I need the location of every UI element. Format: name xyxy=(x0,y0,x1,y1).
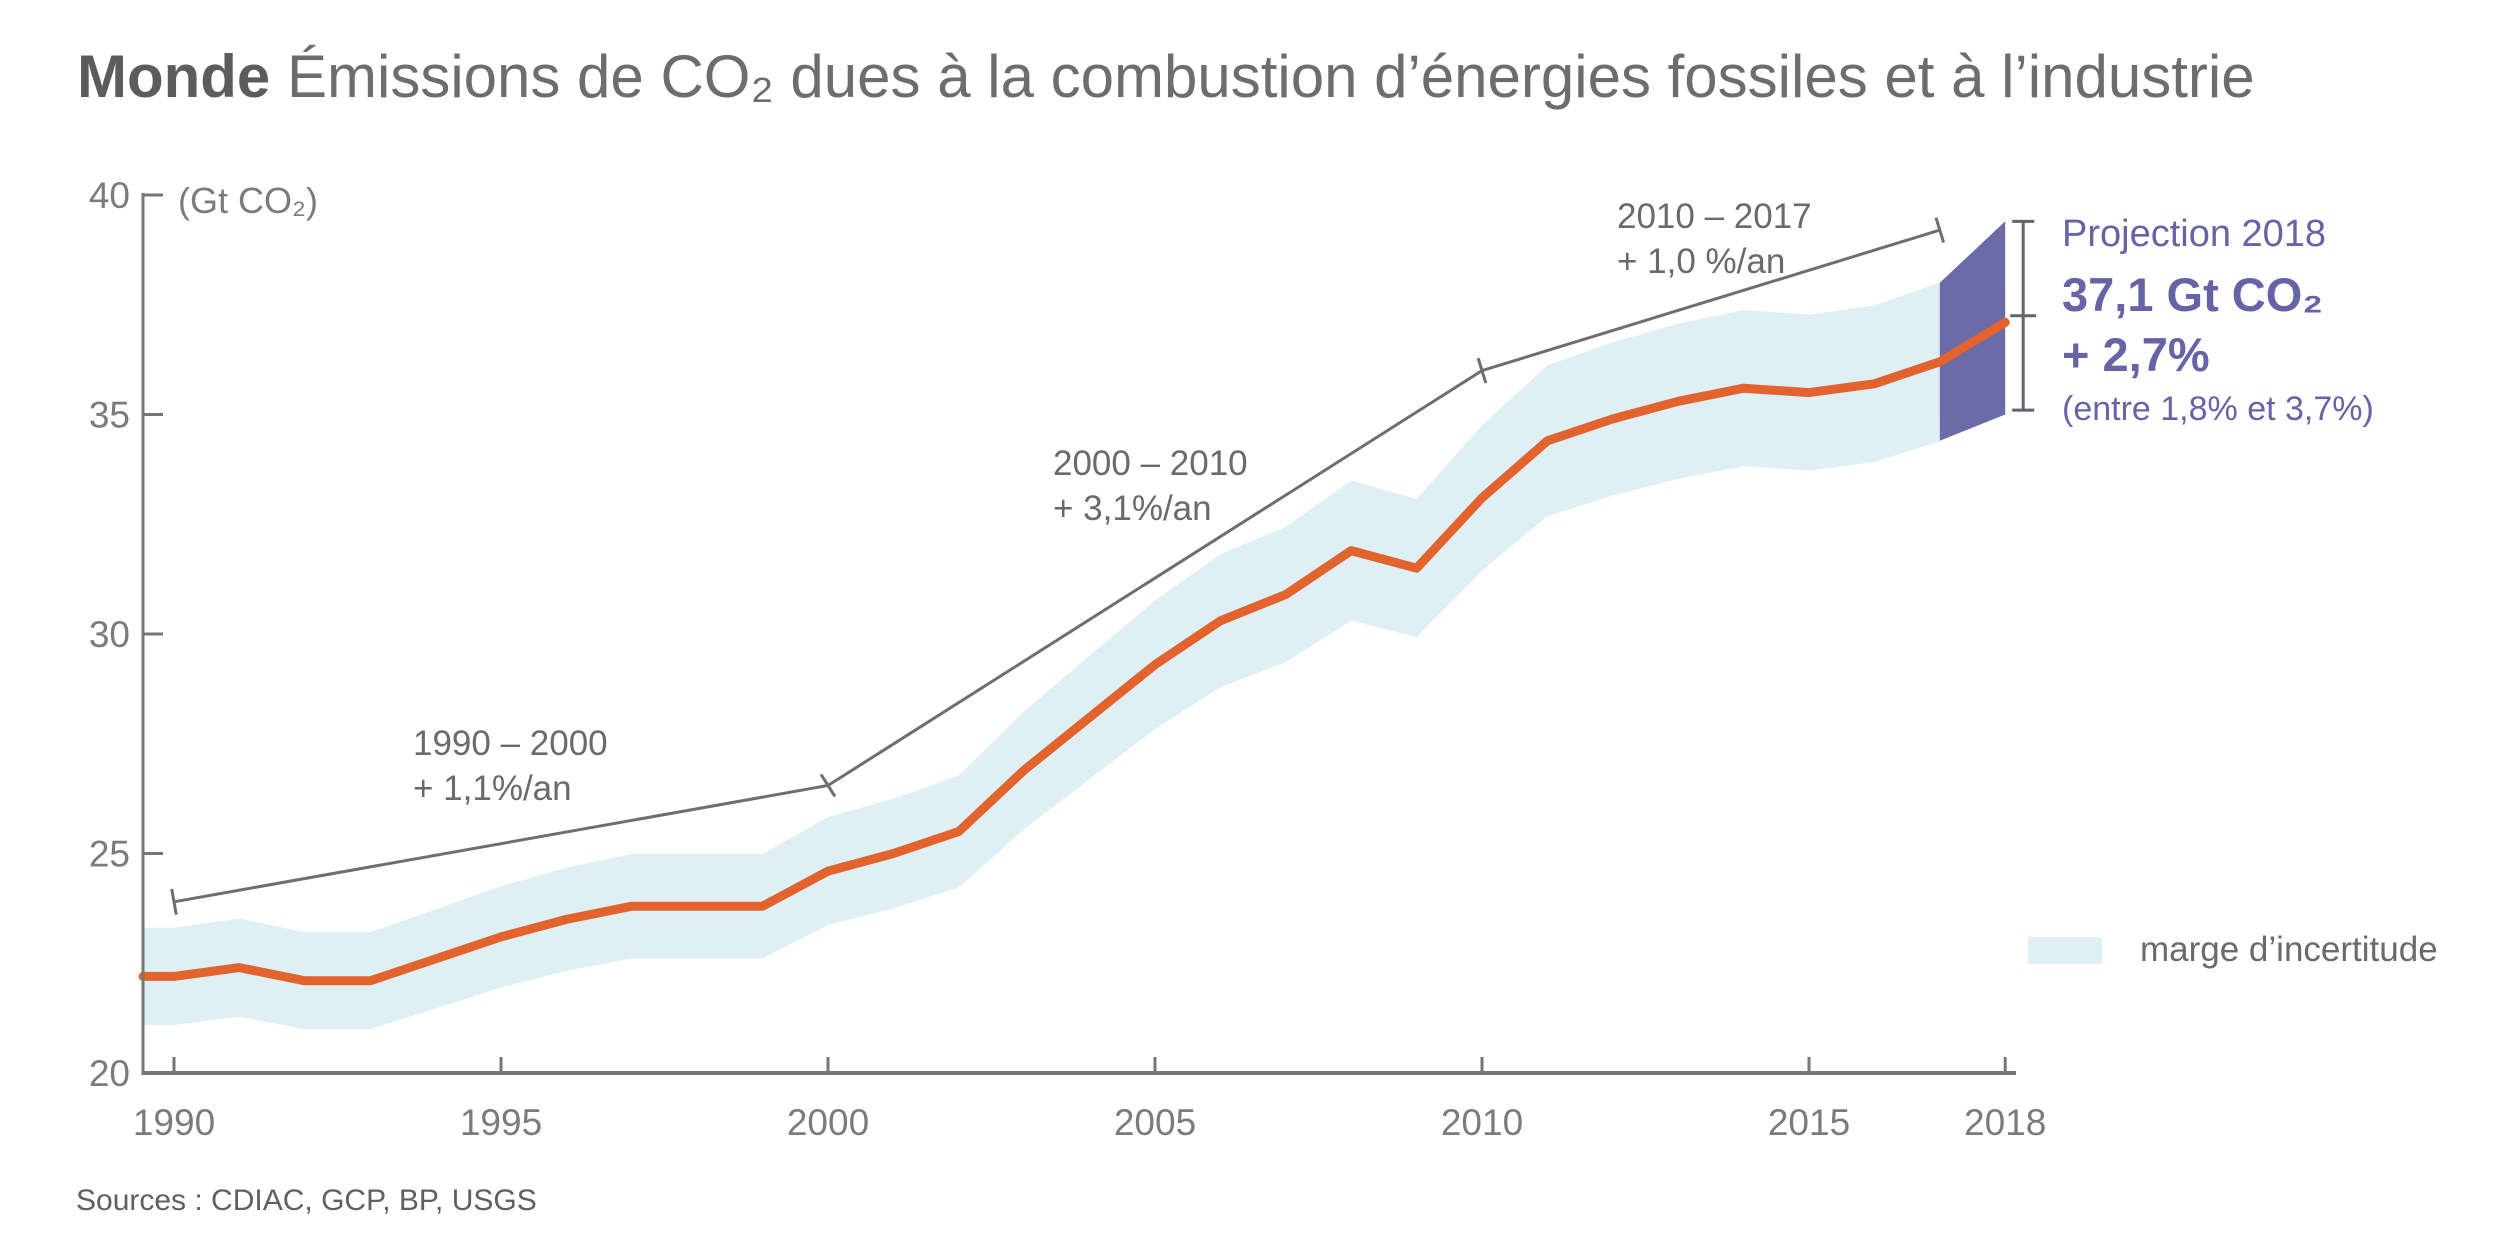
trend-cap-tick xyxy=(1934,217,1946,243)
y-axis-unit-label: (Gt CO₂) xyxy=(178,180,318,221)
title-text: Émissions de CO₂ dues à la combustion d’… xyxy=(286,43,2255,110)
trend-cap-tick xyxy=(1476,357,1488,384)
uncertainty-swatch xyxy=(2028,936,2102,964)
y-tick-label: 30 xyxy=(89,614,130,655)
projection-error-bar xyxy=(2010,219,2037,412)
x-tick-label: 2005 xyxy=(1114,1102,1196,1143)
projection-value: 37,1 Gt CO₂ xyxy=(2062,268,2324,321)
title-region: Monde xyxy=(77,43,271,110)
annotation-rate: + 3,1%/an xyxy=(1053,489,1212,528)
projection-callout: Projection 2018 37,1 Gt CO₂ + 2,7% (entr… xyxy=(2062,210,2374,430)
projection-range: (entre 1,8% et 3,7%) xyxy=(2062,390,2374,428)
annotation-1990-2000: 1990 – 2000 + 1,1%/an xyxy=(413,721,608,811)
x-tick-label: 1990 xyxy=(133,1102,215,1143)
page-title: Monde Émissions de CO₂ dues à la combust… xyxy=(77,46,2255,108)
trend-cap-tick xyxy=(170,888,178,915)
annotation-period: 2010 – 2017 xyxy=(1617,197,1812,236)
x-axis-labels: 1990 1995 2000 2005 2010 2015 2018 xyxy=(133,1102,2047,1143)
y-tick-label: 40 xyxy=(89,175,130,216)
annotation-2000-2010: 2000 – 2010 + 3,1%/an xyxy=(1053,441,1248,531)
projection-band xyxy=(1939,221,2006,441)
y-tick-label: 35 xyxy=(89,395,130,436)
uncertainty-label: marge d’incertitude xyxy=(2140,930,2438,969)
legend: marge d’incertitude xyxy=(2028,930,2438,970)
projection-title: Projection 2018 xyxy=(2062,213,2327,255)
annotation-2010-2017: 2010 – 2017 + 1,0 %/an xyxy=(1617,194,1812,284)
emissions-line xyxy=(138,317,2010,986)
x-tick-label: 2000 xyxy=(787,1102,869,1143)
y-tick-label: 25 xyxy=(89,834,130,875)
annotation-rate: + 1,1%/an xyxy=(413,769,572,808)
x-tick-label: 2015 xyxy=(1768,1102,1850,1143)
x-tick-label: 1995 xyxy=(460,1102,542,1143)
trend-cap-tick xyxy=(819,773,837,798)
annotation-rate: + 1,0 %/an xyxy=(1617,242,1786,281)
trend-line-caps xyxy=(170,217,1946,915)
uncertainty-band xyxy=(143,282,1940,1030)
annotation-period: 2000 – 2010 xyxy=(1053,444,1248,483)
projection-growth: + 2,7% xyxy=(2062,328,2210,381)
y-tick-label: 20 xyxy=(89,1053,130,1094)
axes xyxy=(141,193,2016,1075)
x-tick-label: 2018 xyxy=(1964,1102,2046,1143)
x-tick-label: 2010 xyxy=(1441,1102,1523,1143)
sources-note: Sources : CDIAC, GCP, BP, USGS xyxy=(76,1184,537,1217)
annotation-period: 1990 – 2000 xyxy=(413,724,608,763)
growth-trend-line xyxy=(173,228,1941,904)
y-axis-labels: 20 25 30 35 40 xyxy=(89,175,130,1094)
